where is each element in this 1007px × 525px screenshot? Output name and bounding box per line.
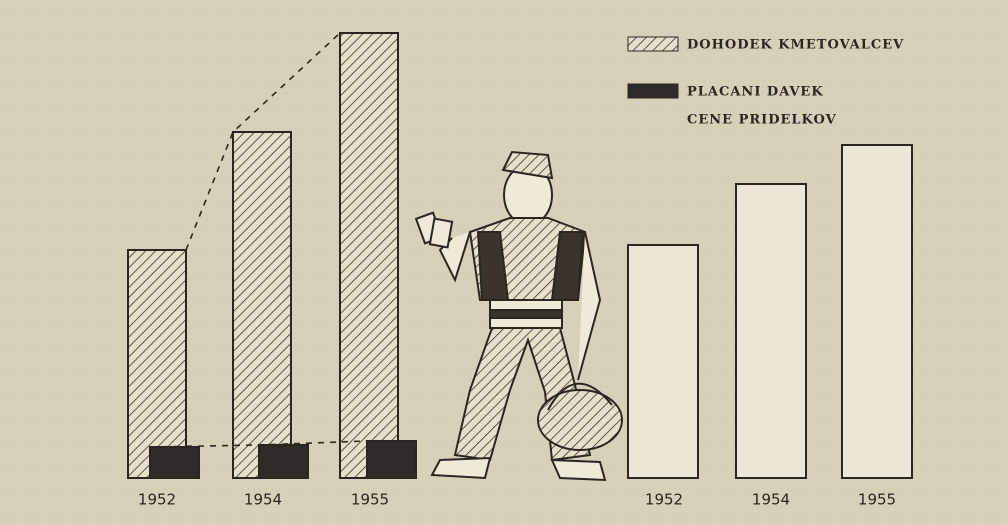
legend-label: PLACANI DAVEK (687, 85, 824, 100)
bar (367, 441, 416, 478)
bar (736, 184, 806, 478)
bar (842, 145, 912, 478)
bar (150, 447, 199, 478)
bar (259, 445, 308, 478)
legend-label: CENE PRIDELKOV (687, 113, 837, 128)
bar (128, 250, 186, 478)
x-tick-label: 1952 (138, 491, 176, 509)
legend-swatch (628, 84, 678, 98)
x-tick-label: 1955 (351, 491, 389, 509)
infographic: DOHODEK KMETOVALCEV PLACANI DAVEK CENE PRI… (0, 0, 1007, 525)
bar (628, 245, 698, 478)
legend-label: DOHODEK KMETOVALCEV (687, 38, 904, 53)
x-tick-label: 1955 (858, 491, 896, 509)
x-tick-label: 1954 (244, 491, 282, 509)
x-tick-label: 1952 (645, 491, 683, 509)
bar (340, 33, 398, 478)
bar (233, 132, 291, 478)
x-tick-label: 1954 (752, 491, 790, 509)
legend-swatch (628, 37, 678, 51)
